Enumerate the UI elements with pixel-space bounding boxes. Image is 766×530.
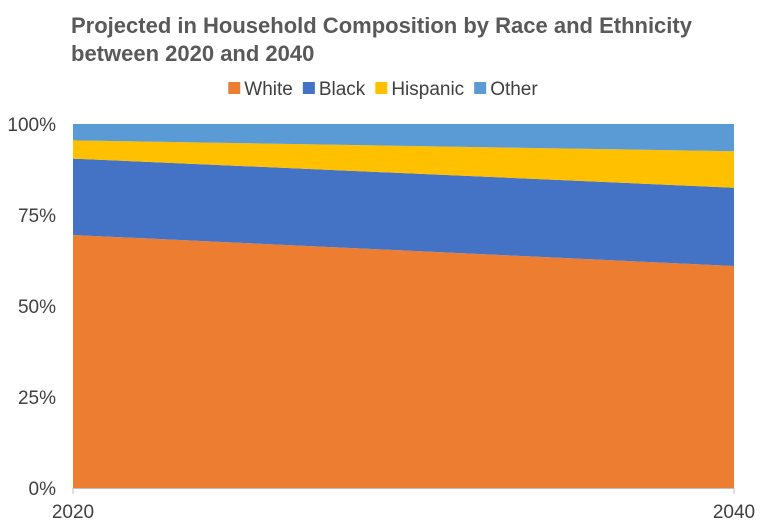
legend: White Black Hispanic Other <box>228 79 538 100</box>
legend-swatch-black <box>302 82 315 94</box>
axes-group: 2020 2040 0% 25% 50% 75% 100% <box>7 115 755 523</box>
legend-label-white: White <box>244 79 293 100</box>
y-tick-label: 25% <box>18 388 56 409</box>
area-other <box>73 124 734 152</box>
area-black <box>73 158 734 266</box>
y-tick-label: 50% <box>18 297 56 318</box>
area-series-group <box>73 124 734 488</box>
legend-swatch-white <box>228 82 241 94</box>
chart-title: Projected in Household Composition by Ra… <box>71 13 692 66</box>
legend-swatch-hispanic <box>375 82 388 94</box>
legend-label-black: Black <box>319 79 366 100</box>
legend-label-other: Other <box>490 79 538 100</box>
area-hispanic <box>73 140 734 188</box>
area-white <box>73 235 734 488</box>
legend-label-hispanic: Hispanic <box>391 79 464 100</box>
x-tick-label: 2040 <box>713 502 755 523</box>
legend-swatch-other <box>474 82 487 94</box>
x-tick-label: 2020 <box>52 502 94 523</box>
y-tick-label: 100% <box>7 115 56 136</box>
y-tick-label: 0% <box>29 479 57 500</box>
y-tick-label: 75% <box>18 206 56 227</box>
